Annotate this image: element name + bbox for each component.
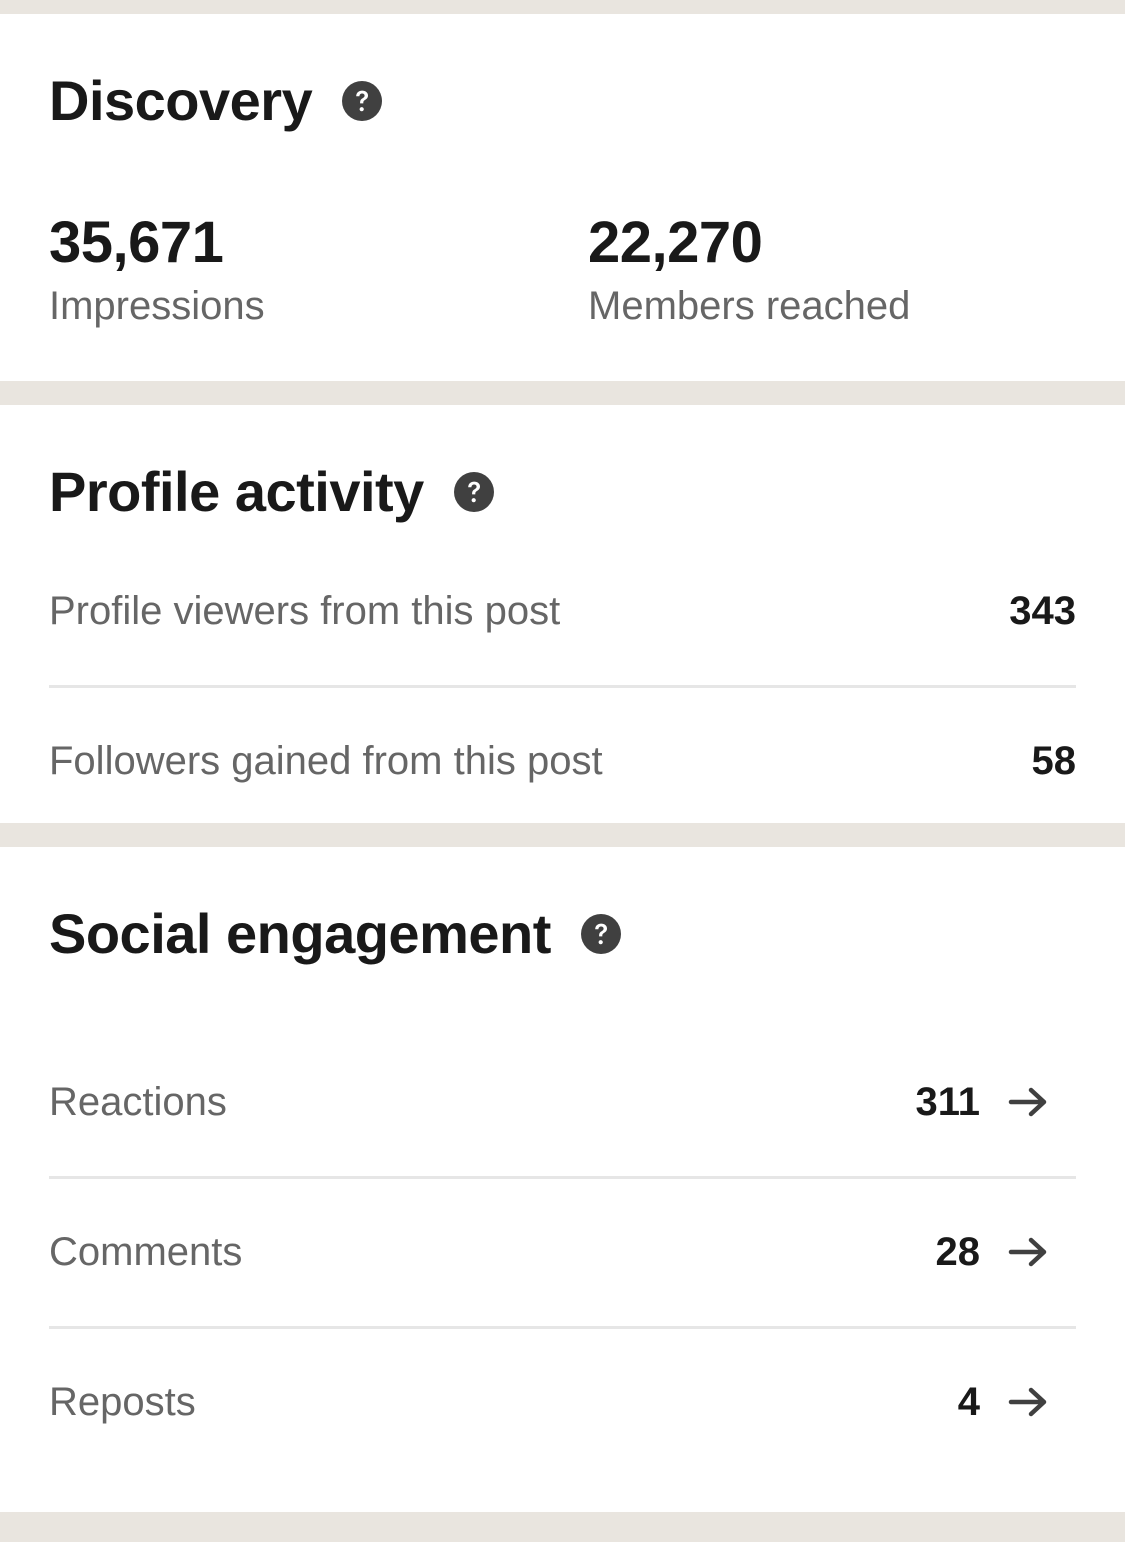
- row-label: Comments: [49, 1230, 243, 1274]
- row-value: 4: [957, 1380, 980, 1424]
- row-value: 311: [915, 1080, 980, 1124]
- impressions-stat: 35,671 Impressions: [49, 210, 265, 328]
- row-value: 58: [1031, 739, 1077, 783]
- members-reached-label: Members reached: [588, 284, 911, 328]
- row-label: Reposts: [49, 1380, 196, 1424]
- impressions-label: Impressions: [49, 284, 265, 328]
- question-circle-icon[interactable]: [342, 81, 383, 121]
- divider: [49, 1326, 1076, 1329]
- row-label: Profile viewers from this post: [49, 589, 561, 633]
- row-label: Reactions: [49, 1080, 227, 1124]
- discovery-title: Discovery: [49, 69, 313, 132]
- divider: [49, 685, 1076, 688]
- followers-gained-row: Followers gained from this post 58: [49, 686, 1076, 836]
- arrow-right-icon: [1008, 1236, 1050, 1268]
- arrow-right-icon: [1008, 1386, 1050, 1418]
- impressions-value: 35,671: [49, 210, 224, 275]
- divider: [49, 1176, 1076, 1179]
- row-value: 343: [1009, 589, 1076, 633]
- profile-activity-title: Profile activity: [49, 460, 424, 523]
- row-label: Followers gained from this post: [49, 739, 603, 783]
- social-engagement-card: [0, 847, 1125, 1512]
- reposts-row[interactable]: Reposts 4: [49, 1327, 1076, 1477]
- social-engagement-heading: Social engagement: [49, 906, 621, 962]
- arrow-right-icon: [1008, 1086, 1050, 1118]
- profile-viewers-row: Profile viewers from this post 343: [49, 536, 1076, 686]
- row-value: 28: [935, 1230, 981, 1274]
- question-circle-icon[interactable]: [580, 914, 621, 954]
- discovery-heading: Discovery: [49, 69, 383, 132]
- discovery-card: [0, 14, 1125, 381]
- comments-row[interactable]: Comments 28: [49, 1177, 1076, 1327]
- social-engagement-title: Social engagement: [49, 902, 551, 965]
- members-reached-value: 22,270: [588, 210, 763, 275]
- profile-activity-card: [0, 405, 1125, 823]
- profile-activity-heading: Profile activity: [49, 464, 494, 520]
- reactions-row[interactable]: Reactions 311: [49, 1027, 1076, 1177]
- question-circle-icon[interactable]: [453, 472, 494, 512]
- members-reached-stat: 22,270 Members reached: [588, 210, 911, 328]
